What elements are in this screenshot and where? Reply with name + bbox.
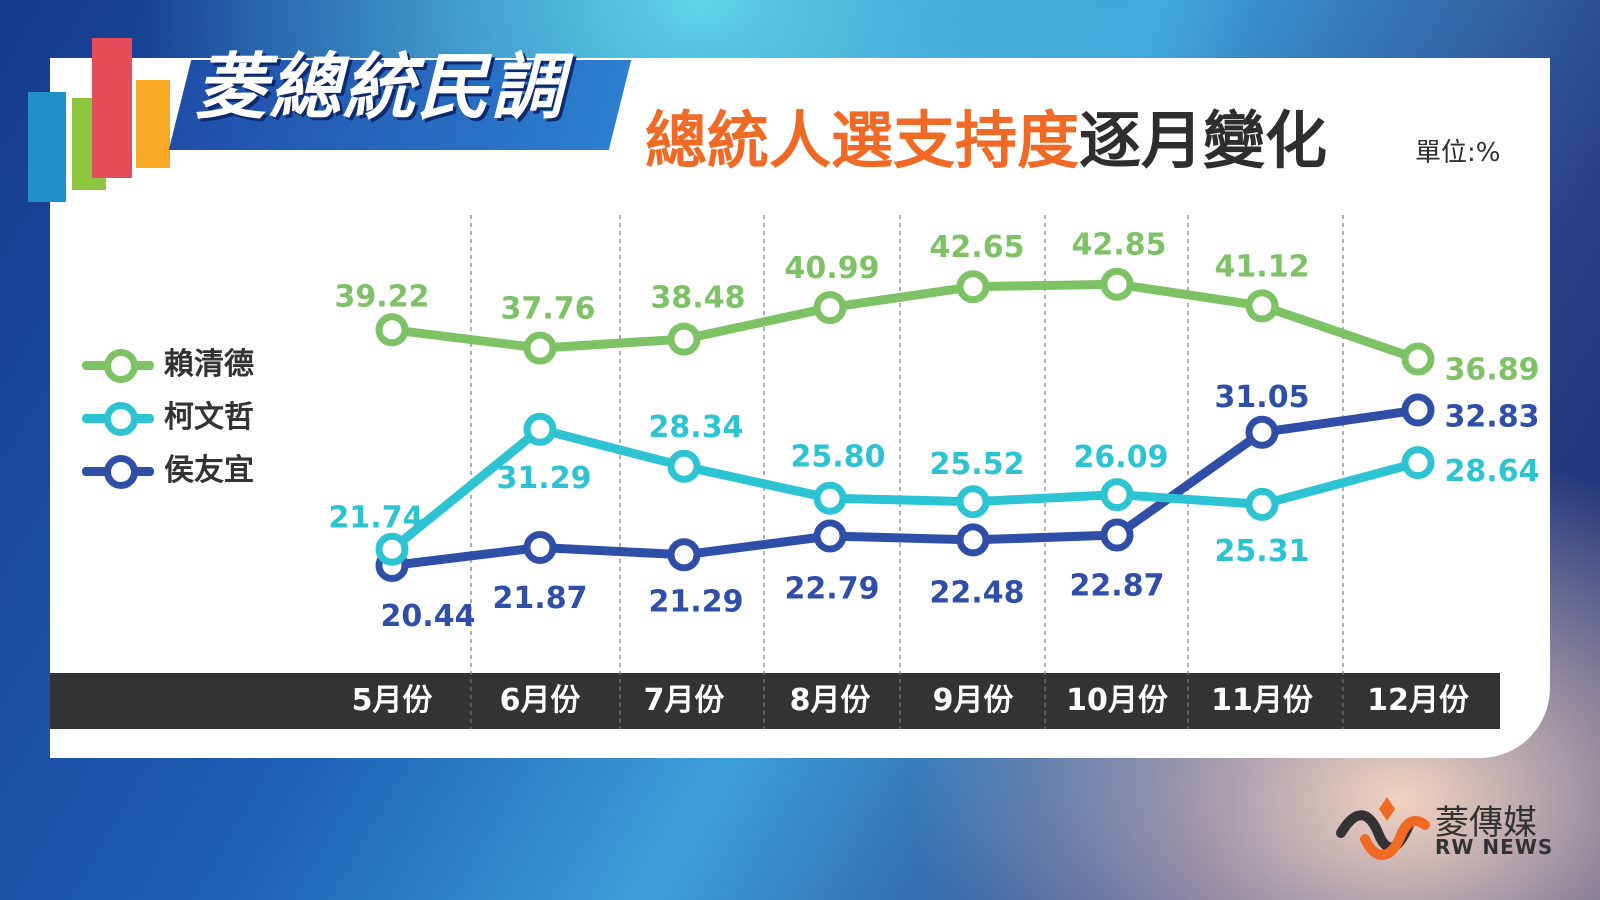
data-label-lai: 41.12 bbox=[1215, 249, 1310, 284]
data-point-ko bbox=[956, 485, 990, 519]
logo-bar-orange bbox=[136, 80, 170, 168]
series-line-lai bbox=[387, 279, 1423, 364]
legend-label-hou: 侯友宜 bbox=[164, 453, 254, 488]
data-label-hou: 20.44 bbox=[381, 599, 476, 634]
data-label-hou: 21.87 bbox=[493, 581, 588, 616]
data-label-lai: 42.65 bbox=[930, 230, 1025, 265]
data-point-lai bbox=[813, 291, 847, 325]
data-point-lai bbox=[523, 331, 557, 365]
x-tick-label: 7月份 bbox=[643, 683, 725, 718]
data-label-ko: 31.29 bbox=[497, 461, 592, 496]
page-title: 總統人選支持度逐月變化 bbox=[645, 90, 1327, 180]
x-tick-label: 12月份 bbox=[1367, 683, 1469, 718]
data-point-lai bbox=[667, 322, 701, 356]
chart-panel bbox=[50, 58, 1550, 758]
data-label-ko: 28.34 bbox=[649, 410, 744, 445]
data-point-ko bbox=[523, 412, 557, 446]
brand-logo bbox=[20, 20, 620, 220]
data-point-ko bbox=[1100, 478, 1134, 512]
series-line-hou bbox=[387, 405, 1423, 570]
data-label-ko: 25.80 bbox=[791, 440, 886, 475]
bar-chart-logo-icon bbox=[28, 38, 170, 202]
data-label-hou: 21.29 bbox=[649, 584, 744, 619]
data-label-hou: 22.48 bbox=[930, 575, 1025, 610]
data-point-ko bbox=[1245, 487, 1279, 521]
x-tick-label: 10月份 bbox=[1066, 683, 1168, 718]
brand-title: 菱總統民調 bbox=[195, 45, 566, 129]
logo-bar-red bbox=[92, 38, 132, 178]
data-label-ko: 25.52 bbox=[930, 447, 1025, 482]
data-point-lai bbox=[1100, 267, 1134, 301]
rw-news-logo: 菱傳媒 RW NEWS bbox=[1335, 795, 1552, 865]
legend-marker-hou bbox=[104, 455, 138, 489]
data-label-hou: 22.79 bbox=[785, 572, 880, 607]
data-point-lai bbox=[1245, 289, 1279, 323]
data-label-ko: 26.09 bbox=[1074, 440, 1169, 475]
legend-label-ko: 柯文哲 bbox=[164, 400, 254, 435]
data-label-lai: 36.89 bbox=[1445, 353, 1540, 388]
data-point-ko bbox=[667, 449, 701, 483]
data-label-hou: 32.83 bbox=[1445, 400, 1540, 435]
data-point-hou bbox=[1401, 393, 1435, 427]
rw-logo-icon bbox=[1336, 797, 1430, 860]
x-tick-label: 8月份 bbox=[789, 683, 871, 718]
title-rest: 逐月變化 bbox=[1079, 104, 1328, 177]
data-label-lai: 40.99 bbox=[785, 251, 880, 286]
data-point-hou bbox=[523, 531, 557, 564]
legend-label-lai: 賴清德 bbox=[164, 347, 254, 382]
x-tick-label: 5月份 bbox=[351, 683, 433, 718]
data-label-ko: 28.64 bbox=[1445, 454, 1540, 489]
data-point-ko bbox=[375, 532, 409, 566]
data-point-hou bbox=[1245, 415, 1279, 449]
data-point-hou bbox=[1100, 518, 1134, 552]
data-label-ko: 25.31 bbox=[1215, 534, 1310, 569]
data-label-lai: 39.22 bbox=[335, 279, 430, 314]
data-label-ko: 21.74 bbox=[329, 501, 424, 536]
x-tick-label: 9月份 bbox=[932, 683, 1014, 718]
legend-marker-lai bbox=[104, 349, 138, 383]
data-point-lai bbox=[956, 270, 990, 304]
data-label-lai: 38.48 bbox=[651, 281, 746, 316]
logo-bar-blue bbox=[28, 92, 66, 202]
data-point-lai bbox=[375, 313, 409, 347]
x-axis-bar bbox=[50, 673, 1500, 729]
data-point-ko bbox=[813, 481, 847, 515]
x-tick-label: 11月份 bbox=[1211, 683, 1313, 718]
rw-logo-en: RW NEWS bbox=[1435, 835, 1554, 859]
data-point-ko bbox=[1401, 446, 1435, 480]
data-point-lai bbox=[1401, 342, 1435, 376]
data-label-lai: 42.85 bbox=[1072, 228, 1167, 263]
data-label-hou: 22.87 bbox=[1070, 569, 1165, 604]
unit-label: 單位:% bbox=[1415, 138, 1501, 168]
rw-logo-name: 菱傳媒 bbox=[1435, 803, 1537, 843]
data-label-lai: 37.76 bbox=[501, 292, 596, 327]
data-point-hou bbox=[813, 519, 847, 553]
data-point-hou bbox=[667, 538, 701, 572]
data-label-hou: 31.05 bbox=[1215, 380, 1310, 415]
legend-marker-ko bbox=[104, 402, 138, 436]
series-line-ko bbox=[387, 424, 1423, 554]
data-point-hou bbox=[956, 523, 990, 557]
title-highlight: 總統人選支持度 bbox=[645, 104, 1080, 177]
x-tick-label: 6月份 bbox=[499, 683, 581, 718]
